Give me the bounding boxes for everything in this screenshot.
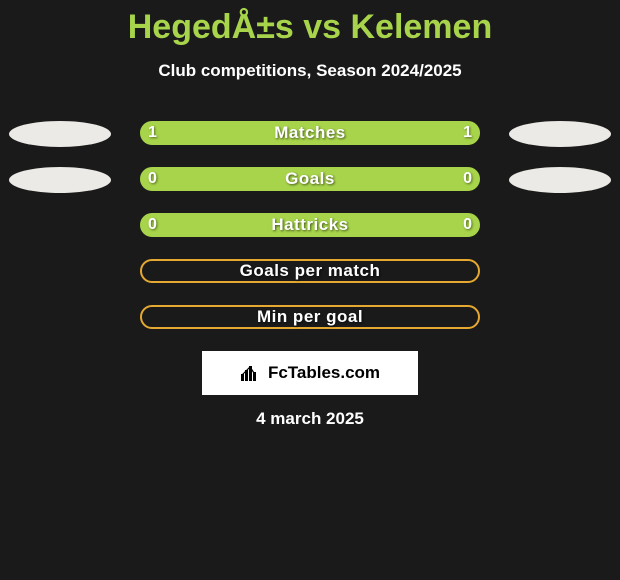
subtitle: Club competitions, Season 2024/2025	[0, 61, 620, 81]
stat-row: Hattricks 0 0	[0, 213, 620, 241]
stat-label: Hattricks	[271, 215, 348, 235]
left-value: 0	[148, 167, 157, 191]
date-text: 4 march 2025	[0, 409, 620, 429]
stat-row: Goals 0 0	[0, 167, 620, 195]
stat-bar: Matches	[140, 121, 480, 145]
right-ellipse	[509, 167, 611, 193]
stat-label: Matches	[274, 123, 346, 143]
left-ellipse	[9, 121, 111, 147]
comparison-card: HegedÅ±s vs Kelemen Club competitions, S…	[0, 0, 620, 429]
stat-row: Goals per match	[0, 259, 620, 287]
right-value: 1	[463, 121, 472, 145]
right-value: 0	[463, 213, 472, 237]
stat-label: Goals	[285, 169, 335, 189]
page-title: HegedÅ±s vs Kelemen	[0, 8, 620, 47]
stat-label: Goals per match	[240, 261, 381, 281]
left-ellipse	[9, 167, 111, 193]
stat-bar: Goals per match	[140, 259, 480, 283]
right-value: 0	[463, 167, 472, 191]
brand-bars-icon	[240, 364, 262, 382]
stat-bar: Min per goal	[140, 305, 480, 329]
brand-badge: FcTables.com	[202, 351, 418, 395]
right-ellipse	[509, 121, 611, 147]
stat-row: Min per goal	[0, 305, 620, 333]
stat-label: Min per goal	[257, 307, 363, 327]
stat-row: Matches 1 1	[0, 121, 620, 149]
stat-bar: Hattricks	[140, 213, 480, 237]
brand-text: FcTables.com	[268, 363, 380, 383]
stat-rows: Matches 1 1 Goals 0 0 Hattricks 0 0 Goals per mat…	[0, 121, 620, 333]
left-value: 1	[148, 121, 157, 145]
stat-bar: Goals	[140, 167, 480, 191]
left-value: 0	[148, 213, 157, 237]
